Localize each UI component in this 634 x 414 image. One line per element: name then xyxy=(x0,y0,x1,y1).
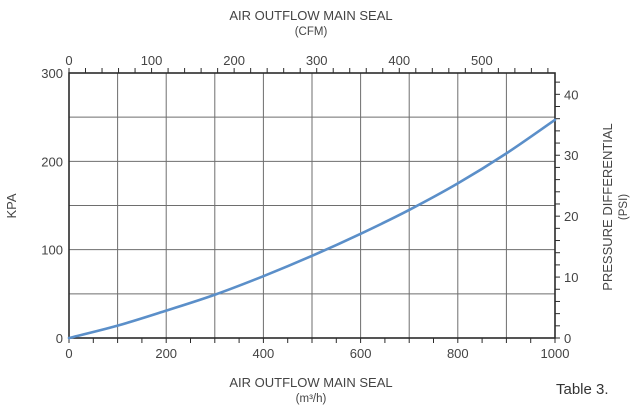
right-tick-label: 0 xyxy=(564,331,571,346)
right-tick-label: 30 xyxy=(564,148,578,163)
left-axis-label: KPA xyxy=(4,193,19,218)
table-caption: Table 3. xyxy=(556,381,609,398)
top-tick-label: 300 xyxy=(306,53,328,68)
top-axis-unit: (CFM) xyxy=(295,26,328,38)
top-axis-title: AIR OUTFLOW MAIN SEAL xyxy=(229,8,392,23)
right-axis-unit: (PSI) xyxy=(618,194,630,220)
bottom-tick-label: 600 xyxy=(350,346,372,361)
top-tick-label: 500 xyxy=(471,53,493,68)
bottom-tick-label: 400 xyxy=(253,346,275,361)
top-tick-label: 400 xyxy=(388,53,410,68)
top-tick-label: 200 xyxy=(223,53,245,68)
left-tick-label: 100 xyxy=(41,243,63,258)
right-tick-label: 20 xyxy=(564,209,578,224)
pressure-flow-curve xyxy=(67,118,557,340)
top-tick-label: 0 xyxy=(65,53,72,68)
left-tick-label: 200 xyxy=(41,154,63,169)
bottom-tick-label: 800 xyxy=(447,346,469,361)
bottom-axis-title: AIR OUTFLOW MAIN SEAL xyxy=(229,375,392,390)
right-tick-label: 40 xyxy=(564,87,578,102)
bottom-tick-label: 200 xyxy=(155,346,177,361)
top-tick-label: 100 xyxy=(141,53,163,68)
bottom-tick-label: 0 xyxy=(65,346,72,361)
series xyxy=(67,118,557,340)
bottom-tick-label: 1000 xyxy=(541,346,570,361)
right-tick-label: 10 xyxy=(564,270,578,285)
right-axis-label: PRESSURE DIFFERENTIAL xyxy=(600,123,615,291)
left-tick-label: 0 xyxy=(56,331,63,346)
bottom-axis-unit: (m³/h) xyxy=(296,393,327,405)
left-tick-label: 300 xyxy=(41,66,63,81)
grid xyxy=(69,73,555,338)
axis-ticks xyxy=(68,68,560,343)
